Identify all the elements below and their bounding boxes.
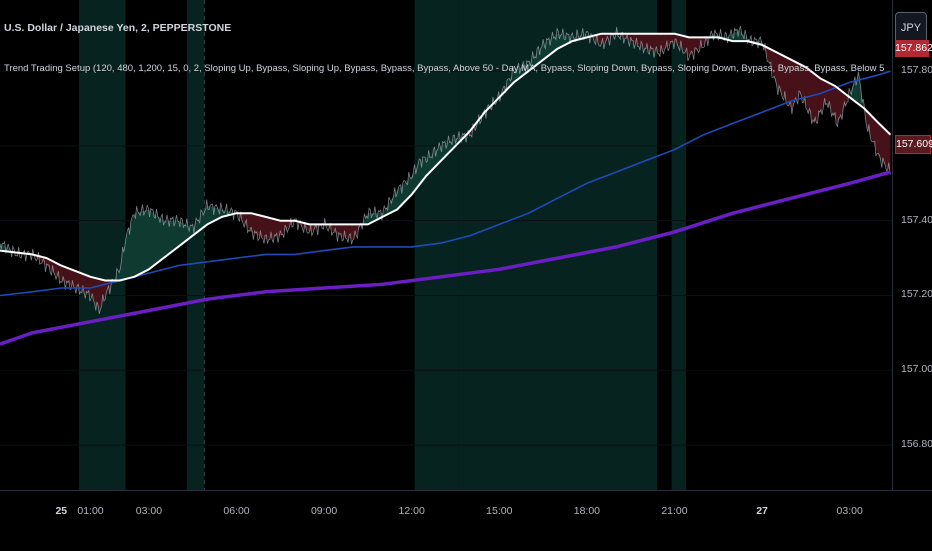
time-tick-label: 18:00: [574, 505, 600, 517]
time-tick-label: 01:00: [77, 505, 103, 517]
time-tick-label: 25: [55, 505, 67, 517]
time-tick-label: 27: [756, 505, 768, 517]
time-tick-label: 15:00: [486, 505, 512, 517]
indicator-legend[interactable]: Trend Trading Setup (120, 480, 1,200, 15…: [4, 63, 884, 74]
time-tick-label: 09:00: [311, 505, 337, 517]
price-axis[interactable]: 157.800157.600157.400157.200157.000156.8…: [892, 0, 932, 490]
chart-area[interactable]: U.S. Dollar / Japanese Yen, 2, PEPPERSTO…: [0, 0, 892, 490]
time-tick-label: 03:00: [136, 505, 162, 517]
current-price-label: 157.862: [895, 40, 929, 57]
time-tick-label: 21:00: [661, 505, 687, 517]
price-tick-label: 157.400: [901, 214, 932, 226]
time-tick-label: 06:00: [223, 505, 249, 517]
secondary-price-label: 157.609: [895, 135, 931, 154]
time-axis[interactable]: 25 01:00 03:00 06:00 09:00 12:00 15:00 18:00 21:…: [0, 490, 932, 551]
symbol-title: U.S. Dollar / Japanese Yen, 2, PEPPERSTO…: [4, 22, 231, 34]
price-tick-label: 157.800: [901, 64, 932, 76]
price-tick-label: 156.800: [901, 438, 932, 450]
price-tick-label: 157.000: [901, 363, 932, 375]
bull-fill: [112, 206, 236, 283]
bear-fill: [762, 41, 848, 123]
time-tick-label: 12:00: [399, 505, 425, 517]
time-tick-label: 03:00: [837, 505, 863, 517]
price-tick-label: 157.200: [901, 288, 932, 300]
